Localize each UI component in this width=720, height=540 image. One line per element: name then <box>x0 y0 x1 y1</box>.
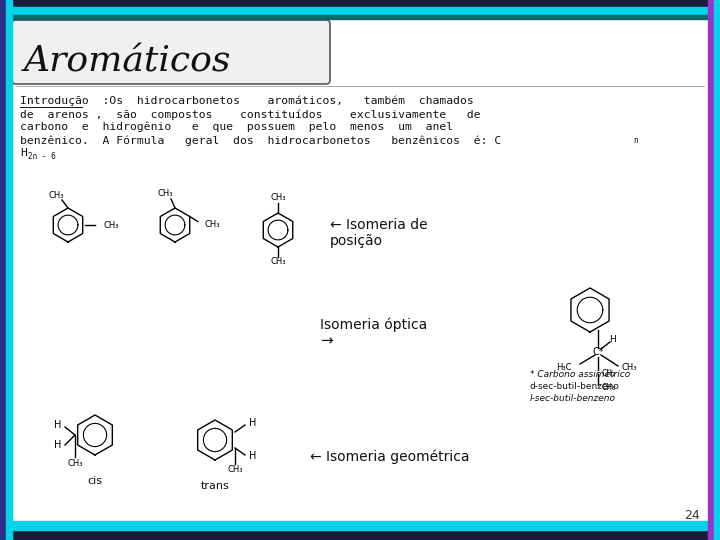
Text: H: H <box>53 440 61 450</box>
Text: H: H <box>53 420 61 430</box>
Text: H: H <box>249 418 256 428</box>
Text: →: → <box>320 333 333 348</box>
Bar <box>0 530 720 540</box>
Text: CH₃: CH₃ <box>48 191 64 199</box>
Text: CH₃: CH₃ <box>270 258 286 267</box>
Text: Isomeria óptica: Isomeria óptica <box>320 318 427 333</box>
Bar <box>6 0 12 540</box>
Text: CH₃: CH₃ <box>622 363 637 373</box>
Bar <box>0 0 720 7</box>
Bar <box>714 0 720 540</box>
Text: Aromáticos: Aromáticos <box>24 45 231 79</box>
Text: l-sec-butil-benzeno: l-sec-butil-benzeno <box>530 394 616 403</box>
Text: de  arenos ,  são  compostos    constituídos    exclusivamente   de: de arenos , são compostos constituídos e… <box>20 109 481 119</box>
Text: n: n <box>633 136 638 145</box>
Bar <box>0 7 720 15</box>
Text: CH₂: CH₂ <box>602 369 616 379</box>
Text: CH₃: CH₃ <box>204 220 220 229</box>
Text: cis: cis <box>88 476 102 486</box>
Text: ← Isomeria geométrica: ← Isomeria geométrica <box>310 450 469 464</box>
Text: H: H <box>249 451 256 461</box>
Text: 24: 24 <box>684 509 700 522</box>
Text: ← Isomeria de
posição: ← Isomeria de posição <box>330 218 428 248</box>
Bar <box>708 0 714 540</box>
Text: H: H <box>20 148 27 158</box>
Text: Introdução  :Os  hidrocarbonetos    aromáticos,   também  chamados: Introdução :Os hidrocarbonetos aromático… <box>20 96 474 106</box>
Text: H: H <box>610 334 616 343</box>
Bar <box>0 0 6 540</box>
Text: carbono  e  hidrogênio   e  que  possuem  pelo  menos  um  anel: carbono e hidrogênio e que possuem pelo … <box>20 122 453 132</box>
Text: 2n - 6: 2n - 6 <box>28 152 55 161</box>
FancyBboxPatch shape <box>12 20 330 84</box>
Text: benzênico.  A Fórmula   geral  dos  hidrocarbonetos   benzênicos  é: C: benzênico. A Fórmula geral dos hidrocarb… <box>20 135 501 145</box>
Text: CH₃: CH₃ <box>228 465 243 475</box>
Text: CH₃: CH₃ <box>270 193 286 202</box>
Text: CH₃: CH₃ <box>157 190 173 199</box>
Text: C*: C* <box>593 347 604 357</box>
Text: d-sec-butil-benzeno: d-sec-butil-benzeno <box>530 382 620 391</box>
Text: CH₃: CH₃ <box>602 383 616 393</box>
Bar <box>0 15 720 19</box>
Text: CH₃: CH₃ <box>67 458 83 468</box>
Text: H₃C: H₃C <box>557 362 572 372</box>
Bar <box>0 521 720 530</box>
Text: trans: trans <box>201 481 230 491</box>
Text: CH₃: CH₃ <box>103 220 119 230</box>
Text: * Carbono assimétrico: * Carbono assimétrico <box>530 370 630 379</box>
